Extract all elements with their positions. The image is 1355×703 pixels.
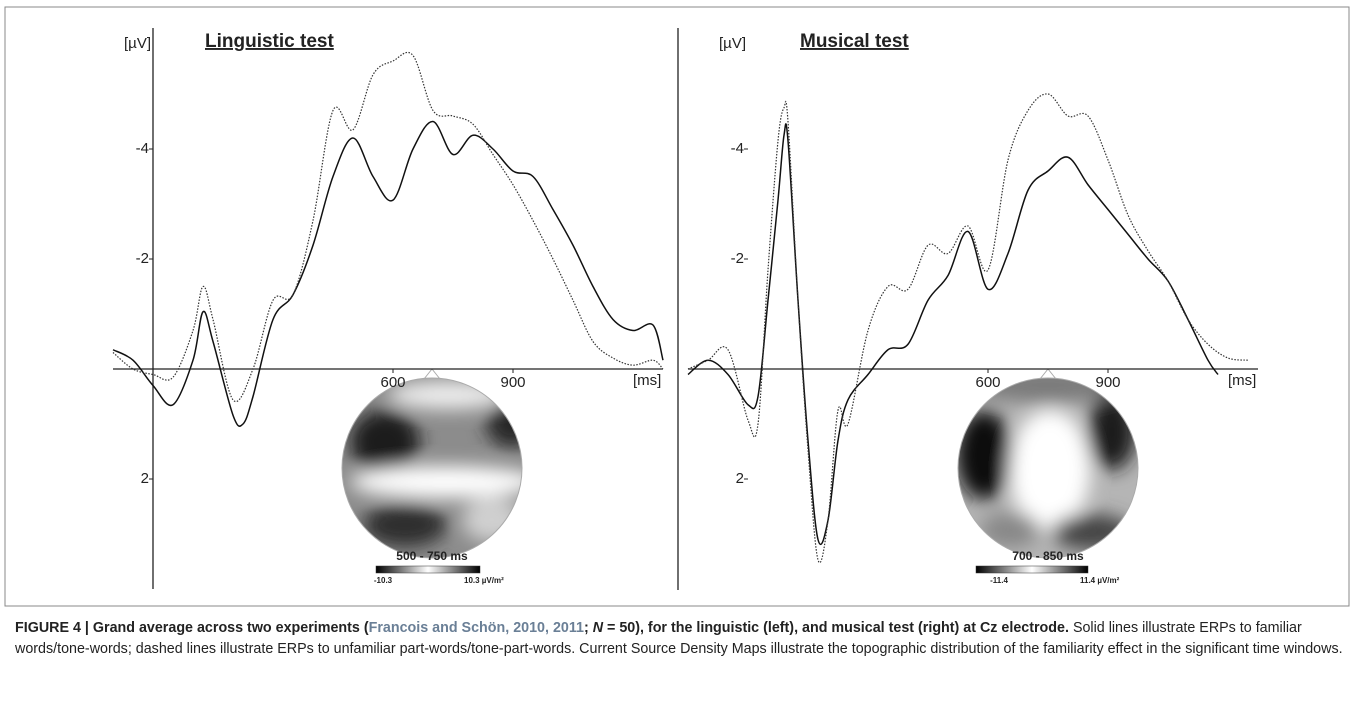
figure-border: [4, 6, 1350, 607]
n-symbol: N: [592, 620, 604, 636]
y-tick-label: -4: [731, 140, 744, 157]
y-tick-label: -2: [731, 250, 744, 267]
x-tick-label: 600: [380, 374, 405, 391]
topomap-scale-min: -11.4: [990, 576, 1008, 585]
topomap-left: [341, 368, 523, 574]
x-axis-label: [ms]: [1228, 372, 1256, 389]
erp-line: [112, 120, 664, 427]
y-tick-label: 2: [736, 470, 744, 487]
y-axis-label: [µV]: [124, 35, 151, 52]
caption-body: Solid lines illustrate ERPs to familiar …: [15, 620, 1343, 657]
erp-line: [687, 123, 1219, 546]
topomap-window: 500 - 750 ms: [396, 549, 468, 563]
topomap-scale-min: -10.3: [374, 576, 393, 585]
y-tick-label: -2: [136, 250, 149, 267]
erp-line: [112, 51, 664, 403]
panel-title: Linguistic test: [205, 31, 334, 52]
panel-title: Musical test: [800, 31, 909, 52]
caption-sep: ;: [583, 620, 593, 636]
topomap-scale-max: 11.4 µV/m²: [1080, 576, 1120, 585]
citation[interactable]: Francois and Schön, 2010, 2011: [368, 620, 584, 636]
y-tick-label: 2: [141, 470, 149, 487]
erp-line: [687, 93, 1249, 564]
x-tick-label: 900: [500, 374, 525, 391]
caption-heading: = 50), for the linguistic (left), and mu…: [603, 620, 1069, 636]
figure: -4 -2 2 600 900 [µV] [ms] Linguistic test 500 - …: [4, 6, 1350, 607]
x-axis-label: [ms]: [633, 372, 661, 389]
topomap-right: [957, 368, 1139, 574]
x-tick-label: 900: [1095, 374, 1120, 391]
caption-label: FIGURE 4 | Grand average across two expe…: [15, 620, 369, 636]
topomap-scale-max: 10.3 µV/m²: [464, 576, 504, 585]
x-tick-label: 600: [975, 374, 1000, 391]
y-tick-label: -4: [136, 140, 149, 157]
topomap-window: 700 - 850 ms: [1012, 549, 1084, 563]
y-axis-label: [µV]: [719, 35, 746, 52]
caption: FIGURE 4 | Grand average across two expe…: [15, 618, 1345, 660]
